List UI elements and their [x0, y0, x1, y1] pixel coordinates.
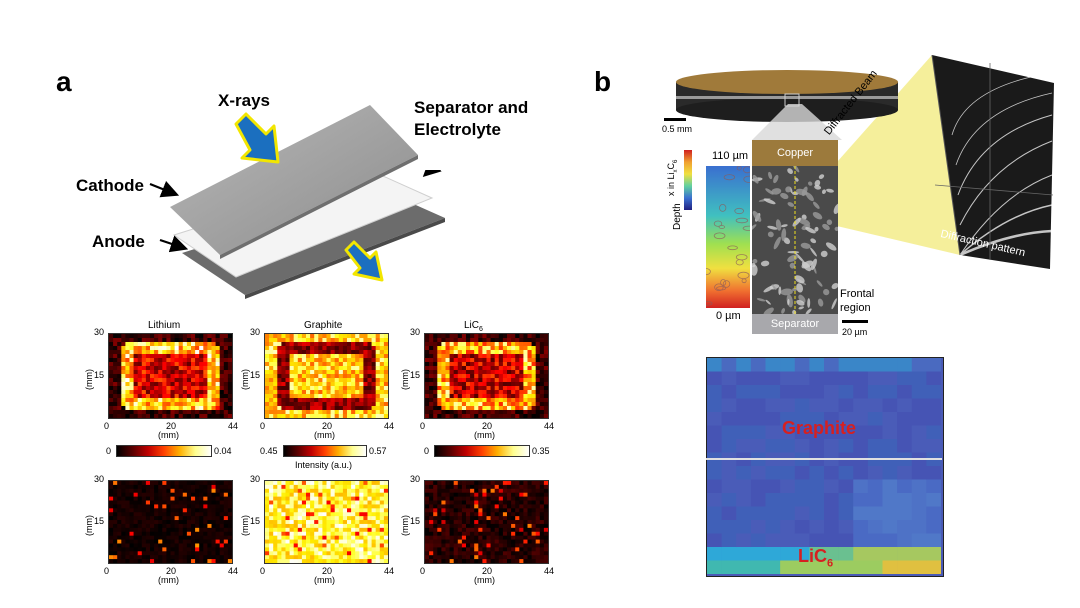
- xrays-label: X-rays: [218, 91, 270, 110]
- graphite-lic6-map: [706, 357, 944, 577]
- x-unit-label: (mm): [474, 430, 495, 440]
- depth-bottom-label: 0 µm: [716, 310, 741, 322]
- lic6-map-2: [424, 480, 549, 564]
- y-tick-top: 30: [250, 474, 261, 484]
- y-tick-top: 30: [250, 327, 261, 337]
- x-tick-0: 0: [104, 566, 110, 576]
- y-tick-mid: 15: [250, 516, 261, 526]
- y-tick-mid: 15: [410, 370, 421, 380]
- x-tick-20: 20: [322, 566, 333, 576]
- colorbar-graphite: [283, 445, 367, 457]
- x-unit-label: (mm): [474, 575, 495, 585]
- graphite-map-2: [264, 480, 389, 564]
- zoom-guide: [752, 104, 842, 140]
- copper-layer: [752, 140, 838, 166]
- depth-axis-label: Depth: [672, 203, 683, 230]
- map-title-lithium: Lithium: [148, 320, 181, 331]
- x-colorbar: [684, 150, 692, 210]
- x-tick-44: 44: [384, 566, 395, 576]
- y-unit-label: (mm): [84, 515, 94, 536]
- x-unit-label: (mm): [314, 575, 335, 585]
- graphite-map: [264, 333, 389, 419]
- x-tick-0: 0: [104, 421, 110, 431]
- cbar1-min: 0: [106, 446, 112, 456]
- x-unit-label: (mm): [158, 575, 179, 585]
- sem-cross-section: [752, 166, 838, 314]
- lic6-map: [424, 333, 549, 419]
- y-unit-label: (mm): [84, 369, 94, 390]
- cbar1-max: 0.04: [214, 446, 232, 456]
- depth-top-label: 110 µm: [712, 150, 749, 162]
- y-tick-mid: 15: [250, 370, 261, 380]
- y-tick-mid: 15: [410, 516, 421, 526]
- y-tick-top: 30: [94, 474, 105, 484]
- x-tick-20: 20: [166, 421, 177, 431]
- cbar2-max: 0.57: [369, 446, 387, 456]
- x-tick-20: 20: [482, 566, 493, 576]
- x-tick-44: 44: [544, 421, 555, 431]
- x-tick-0: 0: [260, 566, 266, 576]
- frontal-label-line1: Frontal: [840, 288, 875, 300]
- x-tick-44: 44: [228, 566, 239, 576]
- y-unit-label: (mm): [400, 515, 410, 536]
- separator-label-line1: Separator and: [414, 98, 529, 117]
- map-title-lic6: LiC6: [464, 320, 483, 333]
- x-tick-20: 20: [322, 421, 333, 431]
- x-tick-0: 0: [260, 421, 266, 431]
- scale-bottom-label: 20 µm: [842, 327, 868, 337]
- x-in-lic6-label: x in LixC6: [666, 159, 679, 196]
- lithium-map-2: [108, 480, 233, 564]
- y-tick-top: 30: [410, 327, 421, 337]
- y-unit-label: (mm): [240, 515, 250, 536]
- x-tick-44: 44: [228, 421, 239, 431]
- y-tick-mid: 15: [94, 516, 105, 526]
- cathode-label: Cathode: [76, 176, 144, 195]
- y-unit-label: (mm): [400, 369, 410, 390]
- cbar3-max: 0.35: [532, 446, 550, 456]
- cbar3-min: 0: [424, 446, 430, 456]
- panel-letter-a: a: [56, 66, 72, 97]
- x-tick-20: 20: [166, 566, 177, 576]
- separator-label: Separator: [770, 318, 820, 330]
- panel-letter-b: b: [594, 66, 612, 97]
- separator-layer-b: [752, 314, 838, 334]
- y-unit-label: (mm): [240, 369, 250, 390]
- x-unit-label: (mm): [314, 430, 335, 440]
- layer-pointer-arrows: [149, 170, 442, 253]
- frontal-label-line2: region: [840, 302, 871, 314]
- cathode-layer: [170, 105, 418, 255]
- graphite-overlay-label: Graphite: [782, 418, 857, 438]
- x-unit-label: (mm): [158, 430, 179, 440]
- x-tick-44: 44: [544, 566, 555, 576]
- depth-map: [706, 166, 750, 308]
- intensity-label: Intensity (a.u.): [295, 460, 353, 470]
- anode-label: Anode: [92, 232, 145, 251]
- map-divider: [706, 458, 942, 460]
- colorbar-lic6: [434, 445, 530, 457]
- y-tick-top: 30: [94, 327, 105, 337]
- colorbar-lithium: [116, 445, 212, 457]
- cbar2-min: 0.45: [260, 446, 278, 456]
- x-tick-20: 20: [482, 421, 493, 431]
- scale-top-label: 0.5 mm: [662, 124, 693, 134]
- lic6-overlay-label: LiC6: [798, 546, 834, 570]
- y-tick-mid: 15: [94, 370, 105, 380]
- copper-label: Copper: [776, 147, 814, 159]
- xray-out-arrow-icon: [344, 240, 384, 282]
- separator-label-line2: Electrolyte: [414, 120, 501, 139]
- y-tick-top: 30: [410, 474, 421, 484]
- scale-bar-top: [664, 118, 686, 121]
- x-tick-0: 0: [420, 421, 426, 431]
- scale-bar-bottom: [842, 320, 868, 323]
- x-tick-44: 44: [384, 421, 395, 431]
- lithium-map: [108, 333, 233, 419]
- cell-layers-diagram: [170, 105, 445, 299]
- x-tick-0: 0: [420, 566, 426, 576]
- xray-in-arrow-icon: [234, 112, 280, 164]
- map-title-graphite: Graphite: [304, 320, 343, 331]
